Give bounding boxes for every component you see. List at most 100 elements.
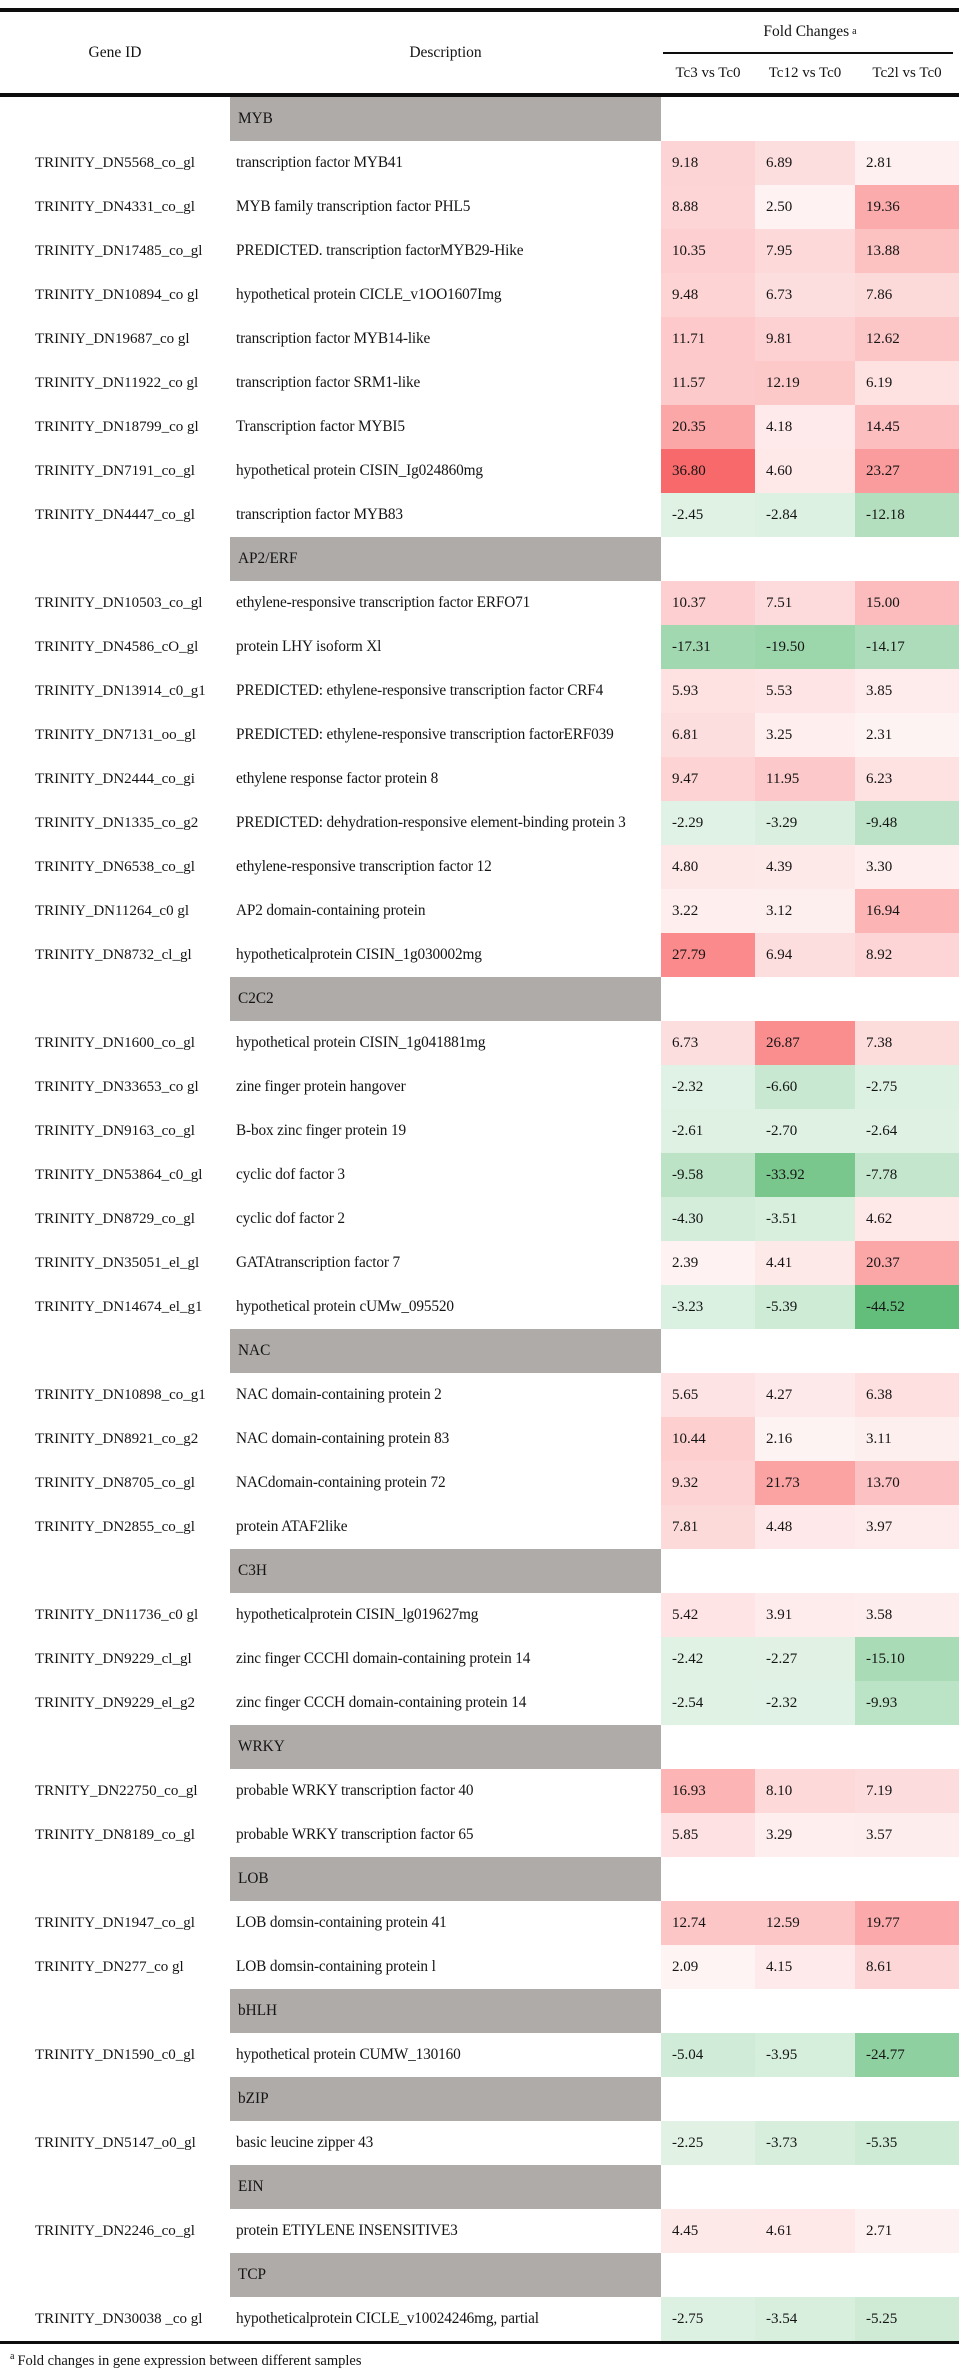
gene-id-cell: TRINITY_DN8189_co_gl <box>35 1826 195 1843</box>
fold-value-cell: 2.50 <box>755 185 855 229</box>
fold-value-cell: -5.39 <box>755 1285 855 1329</box>
category-row-value-spacer <box>661 2077 755 2121</box>
fold-value-cell: 2.81 <box>855 141 959 185</box>
table-row: TRINITY_DN11922_co gl transcription facto… <box>0 361 959 405</box>
gene-id-cell: TRINITY_DN1600_co_gl <box>35 1034 195 1051</box>
fold-value-cell: -2.75 <box>855 1065 959 1109</box>
table-row: TRINITY_DN1947_co_gl LOB domsin-containin… <box>0 1901 959 1945</box>
gene-id-cell: TRINITY_DN1947_co_gl <box>35 1914 195 1931</box>
fold-value-cell: 8.10 <box>755 1769 855 1813</box>
fold-value-cell: 19.77 <box>855 1901 959 1945</box>
category-row-value-spacer <box>755 977 855 1021</box>
fold-value-cell: 2.16 <box>755 1417 855 1461</box>
table-row: TRINITY_DN10894_co gl hypothetical protei… <box>0 273 959 317</box>
subcolumn-header-tc12: Tc12 vs Tc0 <box>768 65 842 81</box>
gene-id-cell: TRINITY_DN8729_co_gl <box>35 1210 195 1227</box>
description-cell: hypothetical protein cUMw_095520 <box>236 1298 454 1315</box>
category-row-value-spacer <box>661 97 755 141</box>
fold-value-cell: -9.48 <box>855 801 959 845</box>
table-row: TRINIY_DN19687_co gl transcription factor… <box>0 317 959 361</box>
fold-value-cell: -9.58 <box>661 1153 755 1197</box>
category-row-gene-spacer <box>0 1989 230 2033</box>
table-row: TRINITY_DN9229_cl_gl zinc finger CCCHl do… <box>0 1637 959 1681</box>
description-cell: zine finger protein hangover <box>236 1078 406 1095</box>
gene-id-cell: TRINITY_DN35051_el_gl <box>35 1254 200 1271</box>
fold-changes-footnote-marker: a <box>852 25 857 37</box>
table-row: TRINITY_DN5568_co_gl transcription factor… <box>0 141 959 185</box>
description-cell: hypotheticalprotein CISIN_lg019627mg <box>236 1606 479 1623</box>
fold-value-cell: 7.51 <box>755 581 855 625</box>
fold-value-cell: 11.71 <box>661 317 755 361</box>
fold-value-cell: 3.22 <box>661 889 755 933</box>
table-row: TRINITY_DN277_co gl LOB domsin-containing… <box>0 1945 959 1989</box>
fold-value-cell: 7.38 <box>855 1021 959 1065</box>
category-row: bHLH <box>0 1989 959 2033</box>
category-row-gene-spacer <box>0 537 230 581</box>
fold-value-cell: -3.29 <box>755 801 855 845</box>
fold-value-cell: 7.19 <box>855 1769 959 1813</box>
description-cell: B-box zinc finger protein 19 <box>236 1122 406 1139</box>
fold-value-cell: -6.60 <box>755 1065 855 1109</box>
fold-value-cell: 2.39 <box>661 1241 755 1285</box>
fold-value-cell: 8.61 <box>855 1945 959 1989</box>
category-label: TCP <box>230 2253 661 2297</box>
category-row-value-spacer <box>661 1857 755 1901</box>
gene-id-cell: TRINITY_DN53864_c0_gl <box>35 1166 203 1183</box>
fold-value-cell: 36.80 <box>661 449 755 493</box>
category-row-value-spacer <box>855 1989 959 2033</box>
fold-value-cell: 6.73 <box>755 273 855 317</box>
description-cell: protein ETIYLENE INSENSITIVE3 <box>236 2222 458 2239</box>
table-row: TRINITY_DN8189_co_gl probable WRKY transc… <box>0 1813 959 1857</box>
fold-value-cell: 3.97 <box>855 1505 959 1549</box>
fold-value-cell: 6.23 <box>855 757 959 801</box>
fold-value-cell: 5.93 <box>661 669 755 713</box>
table-row: TRINITY_DN1335_co_g2 PREDICTED: dehydrati… <box>0 801 959 845</box>
fold-value-cell: 10.35 <box>661 229 755 273</box>
fold-changes-header-block: Fold Changes a Tc3 vs Tc0 Tc12 vs Tc0 Tc2… <box>661 12 959 93</box>
category-row-value-spacer <box>855 1725 959 1769</box>
category-row-value-spacer <box>855 97 959 141</box>
top-rule <box>0 8 959 12</box>
table-row: TRINITY_DN1600_co_gl hypothetical protein… <box>0 1021 959 1065</box>
fold-value-cell: 6.94 <box>755 933 855 977</box>
category-row-value-spacer <box>855 1329 959 1373</box>
category-row-value-spacer <box>755 2165 855 2209</box>
table-row: TRINITY_DN10503_co_gl ethylene-responsive… <box>0 581 959 625</box>
gene-id-cell: TRINITY_DN4331_co_gl <box>35 198 195 215</box>
fold-value-cell: 12.19 <box>755 361 855 405</box>
description-cell: NACdomain-containing protein 72 <box>236 1474 446 1491</box>
description-cell: AP2 domain-containing protein <box>236 902 426 919</box>
fold-value-cell: -19.50 <box>755 625 855 669</box>
fold-value-cell: 6.19 <box>855 361 959 405</box>
footnote-marker: a <box>10 2351 15 2362</box>
description-cell: protein LHY isoform Xl <box>236 638 382 655</box>
description-cell: Transcription factor MYBI5 <box>236 418 405 435</box>
table-row: TRINITY_DN8705_co_gl NACdomain-containing… <box>0 1461 959 1505</box>
gene-id-cell: TRINITY_DN10894_co gl <box>35 286 199 303</box>
description-cell: hypothetical protein CICLE_v1OO1607Img <box>236 286 502 303</box>
table-body: MYB TRINITY_DN5568_co_gl transcription fac… <box>0 97 959 2341</box>
description-cell: probable WRKY transcription factor 40 <box>236 1782 474 1799</box>
gene-id-cell: TRINITY_DN1335_co_g2 <box>35 814 199 831</box>
fold-value-cell: 26.87 <box>755 1021 855 1065</box>
table-row: TRINITY_DN33653_co gl zine finger protein… <box>0 1065 959 1109</box>
table-row: TRNITY_DN22750_co_gl probable WRKY transc… <box>0 1769 959 1813</box>
description-cell: NAC domain-containing protein 2 <box>236 1386 442 1403</box>
category-row-gene-spacer <box>0 97 230 141</box>
fold-value-cell: 2.31 <box>855 713 959 757</box>
category-row: MYB <box>0 97 959 141</box>
gene-id-cell: TRINITY_DN6538_co_gl <box>35 858 195 875</box>
fold-value-cell: -2.84 <box>755 493 855 537</box>
category-row-value-spacer <box>755 537 855 581</box>
description-cell: LOB domsin-containing protein l <box>236 1958 436 1975</box>
description-cell: cyclic dof factor 3 <box>236 1166 345 1183</box>
fold-value-cell: -3.51 <box>755 1197 855 1241</box>
gene-id-cell: TRINITY_DN4586_cO_gl <box>35 638 199 655</box>
fold-value-cell: -3.73 <box>755 2121 855 2165</box>
table-row: TRINITY_DN35051_el_gl GATAtranscription f… <box>0 1241 959 1285</box>
fold-value-cell: 23.27 <box>855 449 959 493</box>
fold-value-cell: 2.09 <box>661 1945 755 1989</box>
fold-value-cell: 3.58 <box>855 1593 959 1637</box>
table-row: TRINITY_DN53864_c0_gl cyclic dof factor 3… <box>0 1153 959 1197</box>
